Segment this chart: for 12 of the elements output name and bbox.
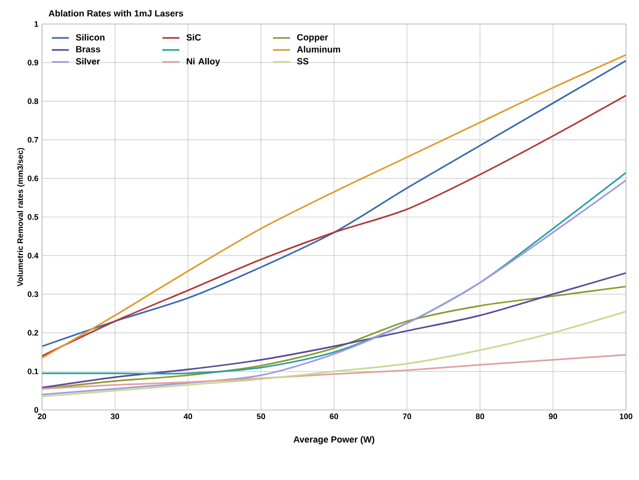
- legend-label: Silver: [76, 58, 100, 65]
- legend-label: SS: [297, 58, 308, 64]
- legend-label: Silicon: [76, 34, 104, 41]
- line-series: [42, 354, 626, 390]
- line-series: [42, 310, 626, 398]
- legend-label: Copper: [297, 34, 328, 42]
- legend-label: Ni Alloy: [186, 58, 220, 66]
- x-axis-title: Average Power (W): [294, 436, 374, 444]
- chart-title: Ablation Rates with 1mJ Lasers: [48, 10, 184, 17]
- legend-label: Aluminum: [297, 46, 340, 53]
- legend-label: Brass: [76, 46, 100, 52]
- legend-label: SiC: [186, 34, 201, 41]
